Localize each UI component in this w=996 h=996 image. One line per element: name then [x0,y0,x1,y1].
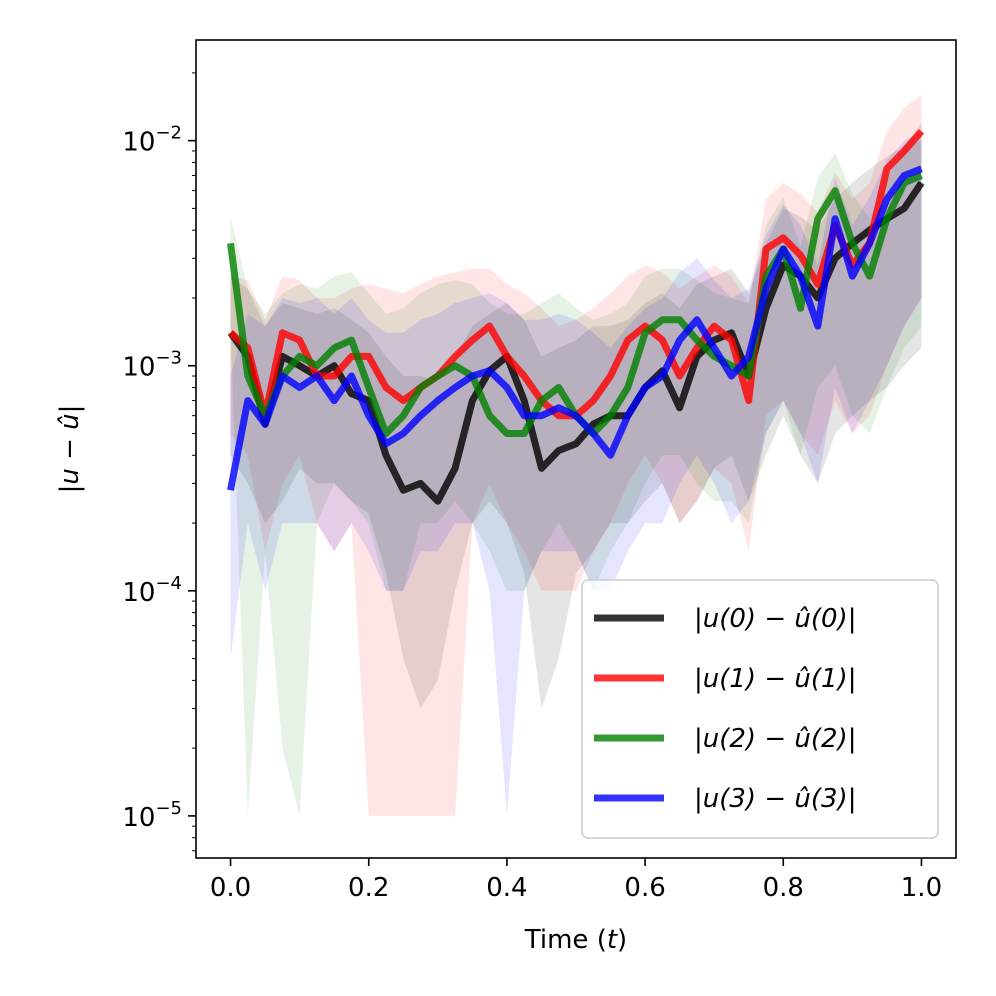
error-band-2 [230,140,922,816]
series-lines [227,128,925,505]
y-axis-label: |u − û| [55,405,85,494]
y-axis-ticks: 10−2 10−3 10−4 10−5 [122,72,196,852]
legend-label-0: |u(0) − û(0)| [694,604,856,634]
plot-frame [195,39,957,859]
y-tick-label-0: 10−2 [122,123,182,158]
x-axis-label: Time (t) [524,925,627,955]
x-tick-label-0: 0.0 [210,873,251,903]
legend: |u(0) − û(0)| |u(1) − û(1)| |u(2) − û(2)| |… [581,579,939,839]
x-tick-label-5: 1.0 [901,873,942,903]
y-tick-label-1: 10−3 [122,348,182,383]
legend-box [581,579,939,839]
y-tick-label-3: 10−5 [122,798,182,833]
x-tick-label-4: 0.8 [763,873,804,903]
error-band-1 [230,94,922,816]
error-band-3 [230,131,922,816]
x-tick-label-2: 0.4 [486,873,527,903]
x-tick-label-1: 0.2 [348,873,389,903]
legend-label-1: |u(1) − û(1)| [694,664,856,694]
x-tick-label-3: 0.6 [624,873,665,903]
x-axis-ticks: 0.0 0.2 0.4 0.6 0.8 1.0 [210,858,942,903]
legend-label-3: |u(3) − û(3)| [694,784,856,814]
series-line-3 [227,165,923,491]
legend-label-2: |u(2) − û(2)| [694,724,856,754]
y-tick-label-2: 10−4 [122,573,182,608]
